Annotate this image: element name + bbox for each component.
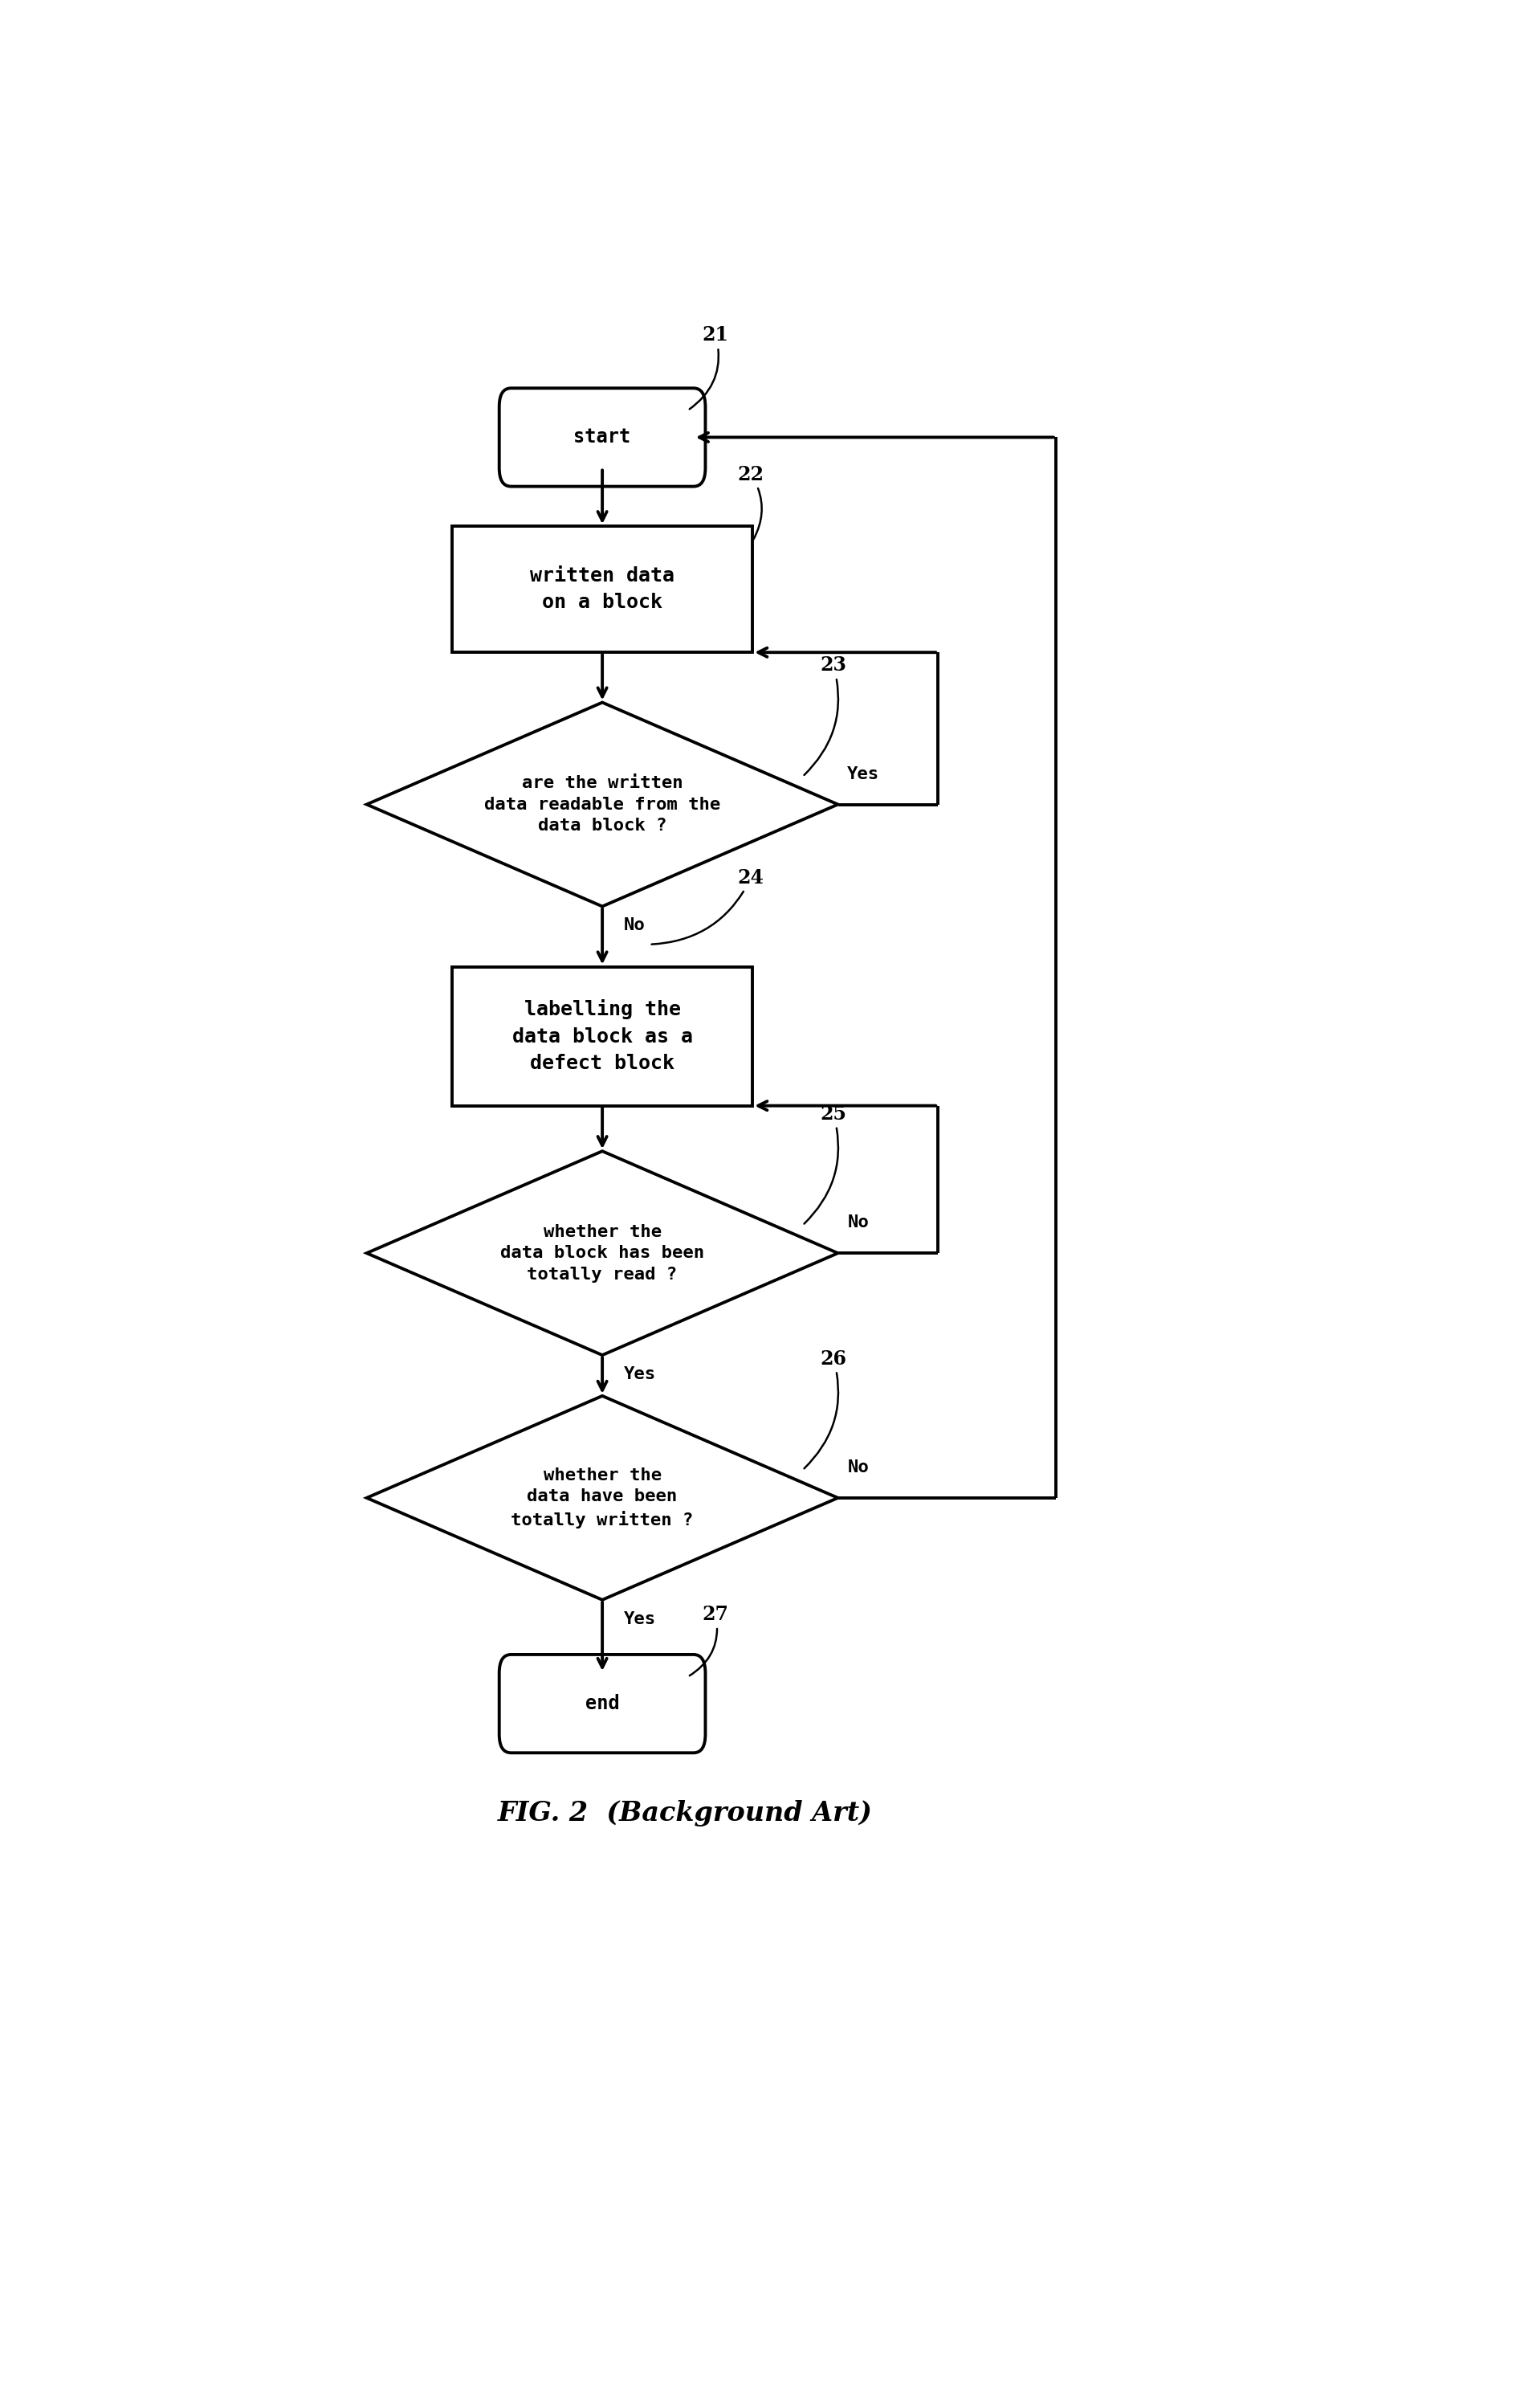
Text: 21: 21 (690, 325, 730, 409)
Text: Yes: Yes (847, 766, 880, 783)
Text: whether the
data have been
totally written ?: whether the data have been totally writt… (511, 1466, 693, 1529)
Text: written data
on a block: written data on a block (530, 566, 675, 612)
Bar (451, 527, 752, 653)
Text: end: end (585, 1695, 620, 1714)
Text: No: No (847, 1214, 869, 1230)
Text: FIG. 2  (Background Art): FIG. 2 (Background Art) (497, 1799, 872, 1825)
Text: No: No (847, 1459, 869, 1476)
Text: 23: 23 (804, 655, 847, 775)
Bar (451, 966, 752, 1105)
Text: 24: 24 (652, 867, 765, 944)
Text: 27: 27 (690, 1606, 730, 1676)
Text: 26: 26 (804, 1348, 847, 1469)
Text: Yes: Yes (623, 1611, 655, 1628)
FancyBboxPatch shape (499, 388, 705, 486)
Text: start: start (573, 429, 631, 448)
Text: are the written
data readable from the
data block ?: are the written data readable from the d… (485, 775, 720, 833)
Polygon shape (366, 1397, 838, 1599)
Text: 22: 22 (737, 465, 765, 539)
Text: whether the
data block has been
totally read ?: whether the data block has been totally … (500, 1223, 704, 1283)
Text: Yes: Yes (623, 1365, 655, 1382)
Text: No: No (623, 917, 644, 934)
FancyBboxPatch shape (499, 1654, 705, 1753)
Text: labelling the
data block as a
defect block: labelling the data block as a defect blo… (512, 999, 693, 1074)
Polygon shape (366, 703, 838, 905)
Text: 25: 25 (804, 1105, 847, 1223)
Polygon shape (366, 1151, 838, 1356)
